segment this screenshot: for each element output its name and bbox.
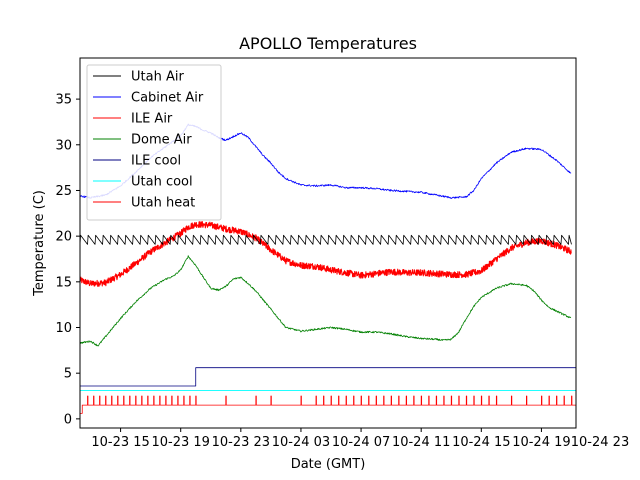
legend-entry-label: ILE cool [131,154,181,169]
series-line-ile-cool [80,367,576,387]
legend: Utah Air Cabinet Air ILE Air Dome Air ILE co… [86,64,222,221]
x-tick-label: 10-24 07 [332,435,390,450]
x-axis: 10-23 15 10-23 19 10-23 23 10-24 03 10-24 07… [91,428,629,450]
y-tick-label: 25 [55,184,72,199]
legend-entry-label: Utah heat [131,196,195,211]
x-tick-label: 10-24 15 [452,435,510,450]
y-tick-label: 20 [55,230,72,245]
y-tick-label: 35 [55,93,72,108]
x-tick-label: 10-23 19 [151,435,209,450]
legend-entry-label: Utah cool [131,175,193,190]
y-axis: 0 5 10 15 20 25 30 35 [55,93,80,427]
legend-entry-label: Utah Air [131,70,184,85]
series-line-utah-air [80,234,572,245]
x-tick-label: 10-23 15 [91,435,149,450]
x-axis-label: Date (GMT) [291,457,366,472]
y-tick-label: 0 [64,412,72,427]
x-tick-label: 10-23 23 [212,435,270,450]
y-tick-label: 30 [55,138,72,153]
x-tick-label: 10-24 23 [571,435,629,450]
series-line-utah-heat [80,395,576,414]
y-tick-label: 5 [64,367,72,382]
legend-entry-label: Dome Air [131,133,192,148]
plot-frame [79,57,577,429]
chart-title: APOLLO Temperatures [239,34,417,53]
series-line-dome-air [80,255,572,347]
y-axis-label: Temperature (C) [32,190,47,297]
x-tick-label: 10-24 11 [392,435,450,450]
x-tick-label: 10-24 19 [512,435,570,450]
legend-entry-label: ILE Air [131,112,173,127]
x-tick-label: 10-24 03 [272,435,330,450]
legend-entry-label: Cabinet Air [131,91,204,106]
series-line-ile-air [80,221,572,287]
y-tick-label: 15 [55,275,72,290]
y-tick-label: 10 [55,321,72,336]
